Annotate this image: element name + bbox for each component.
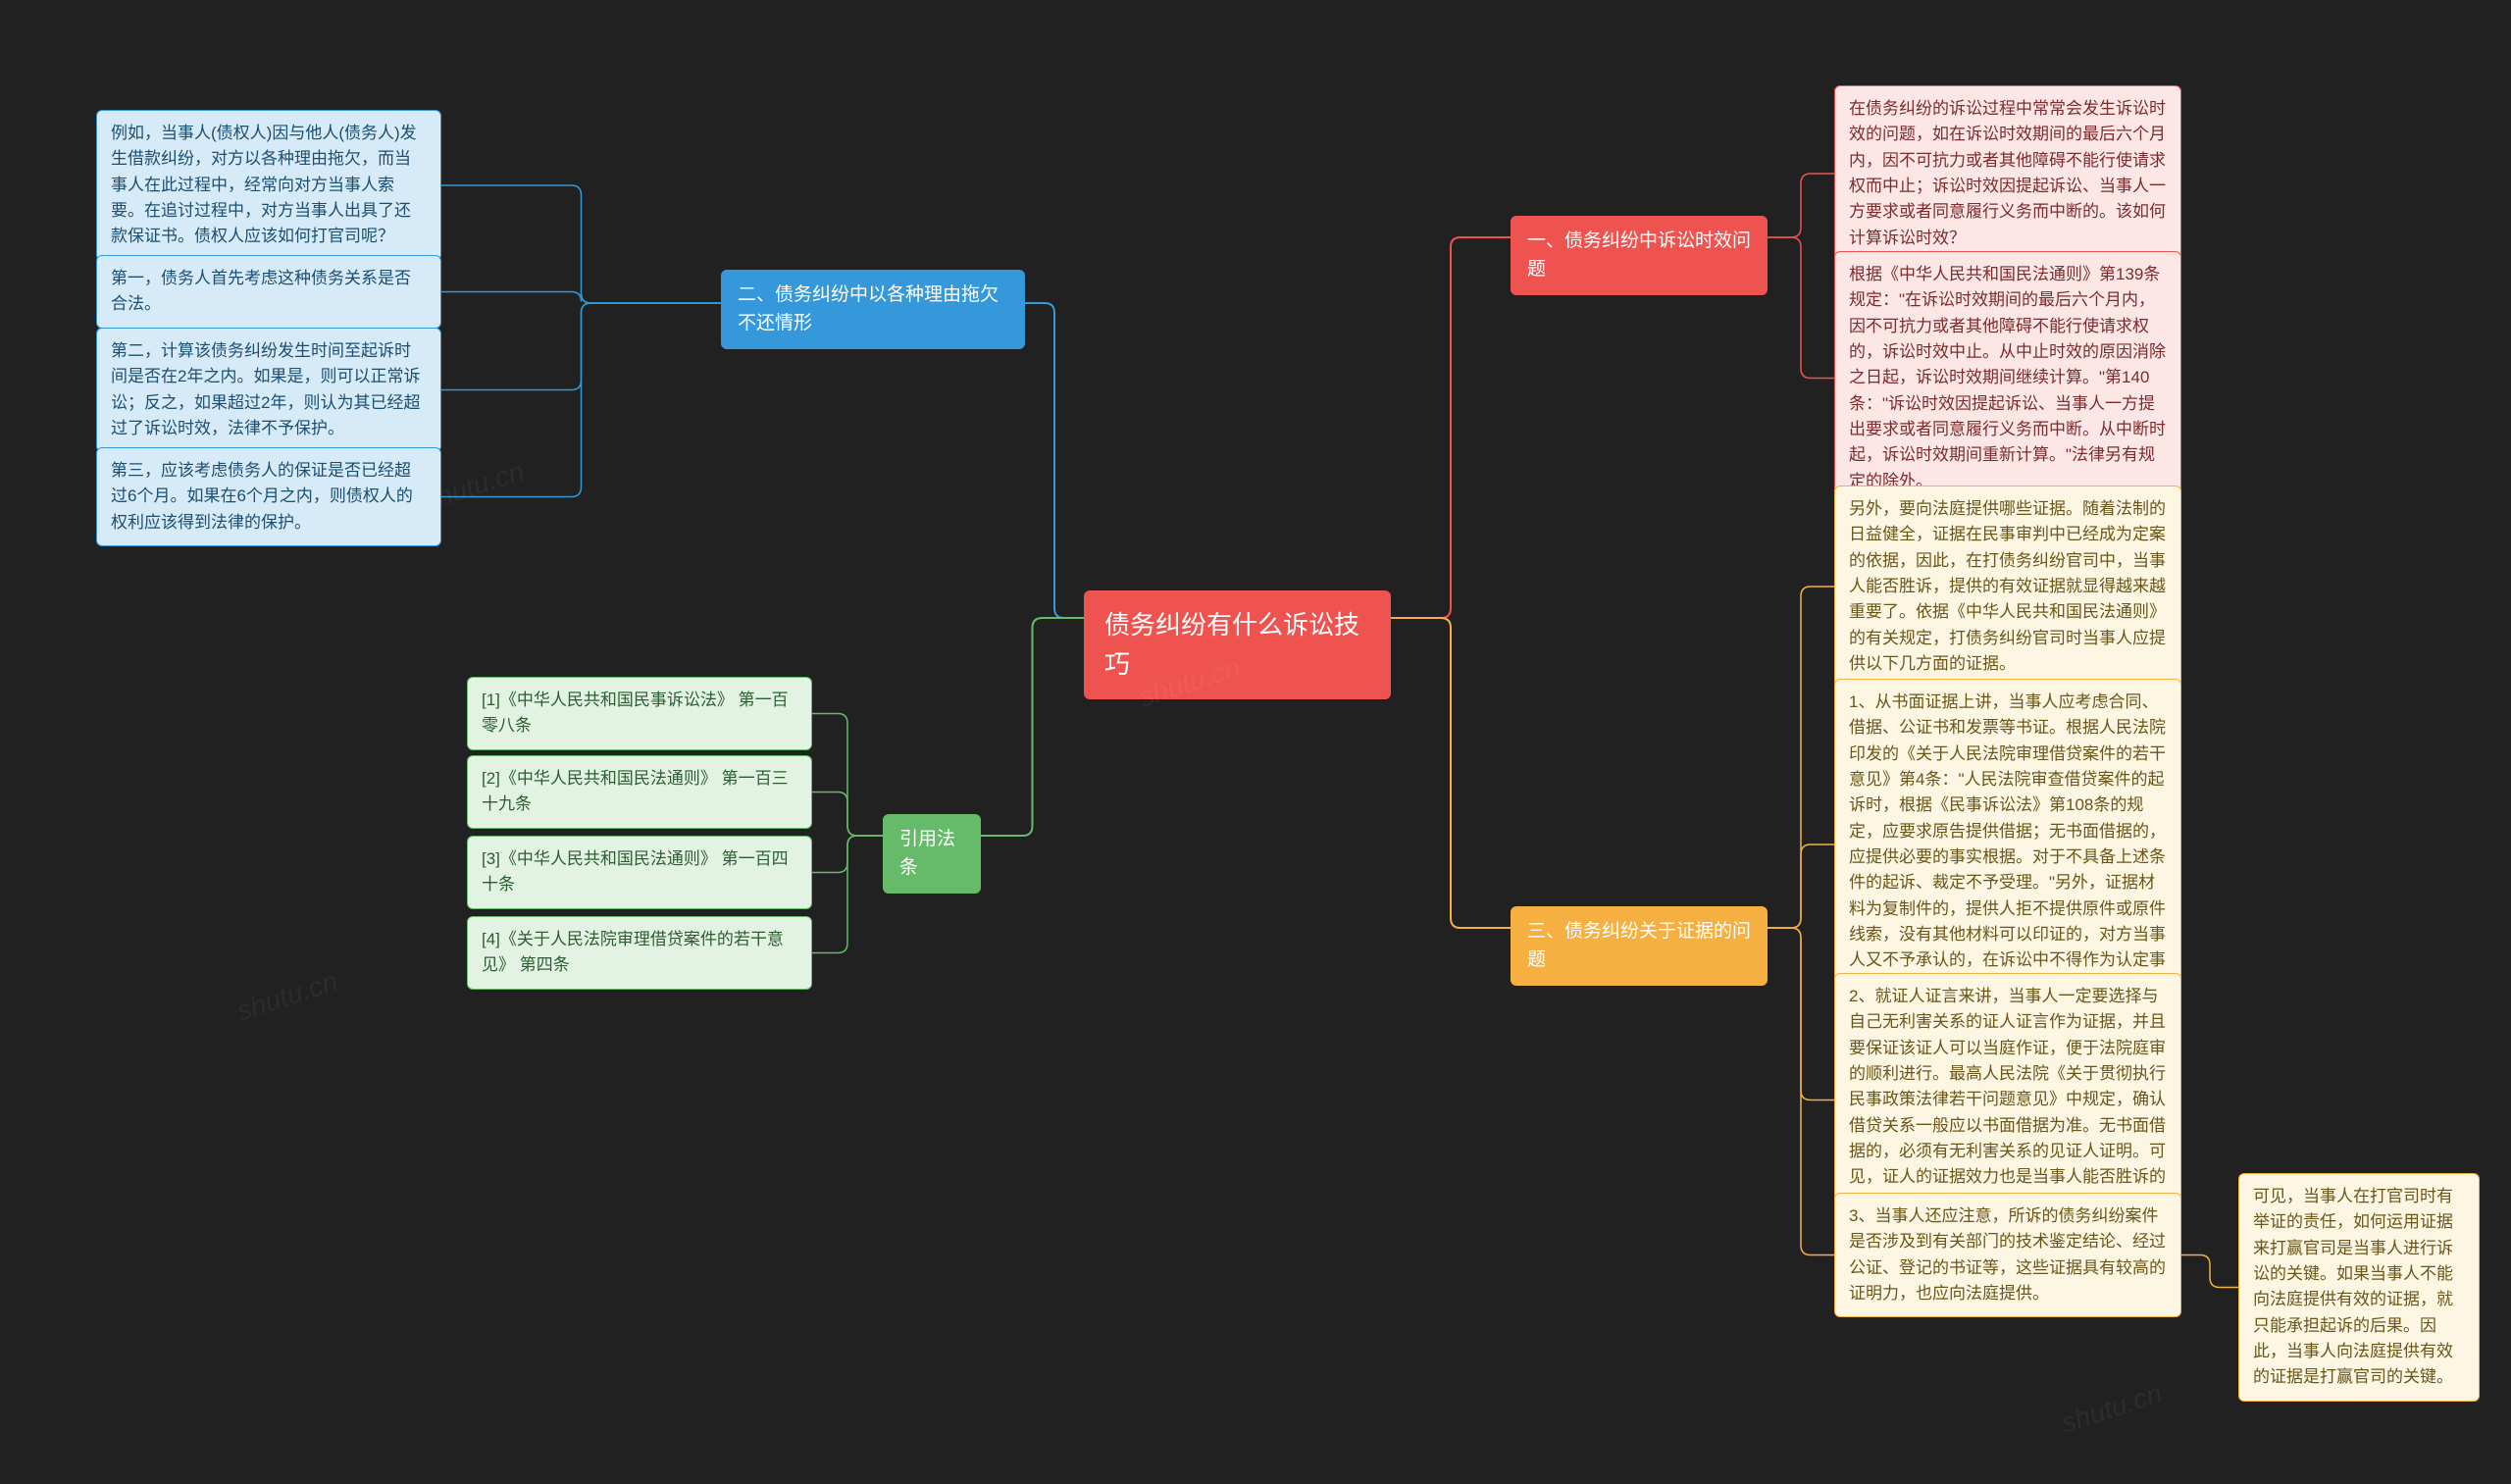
node-b2c4[interactable]: 第三，应该考虑债务人的保证是否已经超过6个月。如果在6个月之内，则债权人的权利应… — [96, 447, 441, 546]
node-b4c4[interactable]: [4]《关于人民法院审理借贷案件的若干意见》 第四条 — [467, 916, 812, 990]
node-b1c2[interactable]: 根据《中华人民共和国民法通则》第139条规定："在诉讼时效期间的最后六个月内，因… — [1834, 251, 2181, 505]
node-b2c1[interactable]: 例如，当事人(债权人)因与他人(债务人)发生借款纠纷，对方以各种理由拖欠，而当事… — [96, 110, 441, 261]
watermark: shutu.cn — [2058, 1377, 2167, 1439]
node-b2[interactable]: 二、债务纠纷中以各种理由拖欠不还情形 — [721, 270, 1025, 349]
node-b4c2[interactable]: [2]《中华人民共和国民法通则》 第一百三十九条 — [467, 755, 812, 829]
node-b4c3[interactable]: [3]《中华人民共和国民法通则》 第一百四十条 — [467, 836, 812, 909]
node-b3[interactable]: 三、债务纠纷关于证据的问题 — [1511, 906, 1768, 986]
mindmap-canvas: 债务纠纷有什么诉讼技巧shutu.cnshutu.cnshutu.cnshutu… — [0, 0, 2511, 1484]
watermark: shutu.cn — [233, 965, 342, 1027]
node-b3c1[interactable]: 另外，要向法庭提供哪些证据。随着法制的日益健全，证据在民事审判中已经成为定案的依… — [1834, 486, 2181, 688]
node-b2c3[interactable]: 第二，计算该债务纠纷发生时间至起诉时间是否在2年之内。如果是，则可以正常诉讼；反… — [96, 328, 441, 452]
node-b3c2[interactable]: 1、从书面证据上讲，当事人应考虑合同、借据、公证书和发票等书证。根据人民法院印发… — [1834, 679, 2181, 1010]
node-b1[interactable]: 一、债务纠纷中诉讼时效问题 — [1511, 216, 1768, 295]
node-b2c2[interactable]: 第一，债务人首先考虑这种债务关系是否合法。 — [96, 255, 441, 329]
node-b3c4[interactable]: 3、当事人还应注意，所诉的债务纠纷案件是否涉及到有关部门的技术鉴定结论、经过公证… — [1834, 1193, 2181, 1317]
node-b3c3[interactable]: 2、就证人证言来讲，当事人一定要选择与自己无利害关系的证人证言作为证据，并且要保… — [1834, 973, 2181, 1227]
node-b4c1[interactable]: [1]《中华人民共和国民事诉讼法》 第一百零八条 — [467, 677, 812, 750]
node-root[interactable]: 债务纠纷有什么诉讼技巧 — [1084, 590, 1391, 699]
node-b1c1[interactable]: 在债务纠纷的诉讼过程中常常会发生诉讼时效的问题，如在诉讼时效期间的最后六个月内，… — [1834, 85, 2181, 262]
node-b4[interactable]: 引用法条 — [883, 814, 981, 894]
node-b3c4a[interactable]: 可见，当事人在打官司时有举证的责任，如何运用证据来打赢官司是当事人进行诉讼的关键… — [2238, 1173, 2480, 1402]
